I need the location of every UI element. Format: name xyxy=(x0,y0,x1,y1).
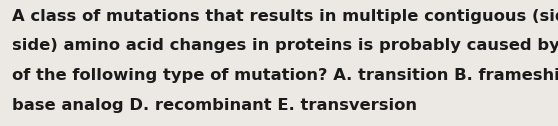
Text: base analog D. recombinant E. transversion: base analog D. recombinant E. transversi… xyxy=(12,98,417,113)
Text: side) amino acid changes in proteins is probably caused by which: side) amino acid changes in proteins is … xyxy=(12,38,558,53)
Text: A class of mutations that results in multiple contiguous (side-by-: A class of mutations that results in mul… xyxy=(12,9,558,24)
Text: of the following type of mutation? A. transition B. frameshift C.: of the following type of mutation? A. tr… xyxy=(12,68,558,83)
